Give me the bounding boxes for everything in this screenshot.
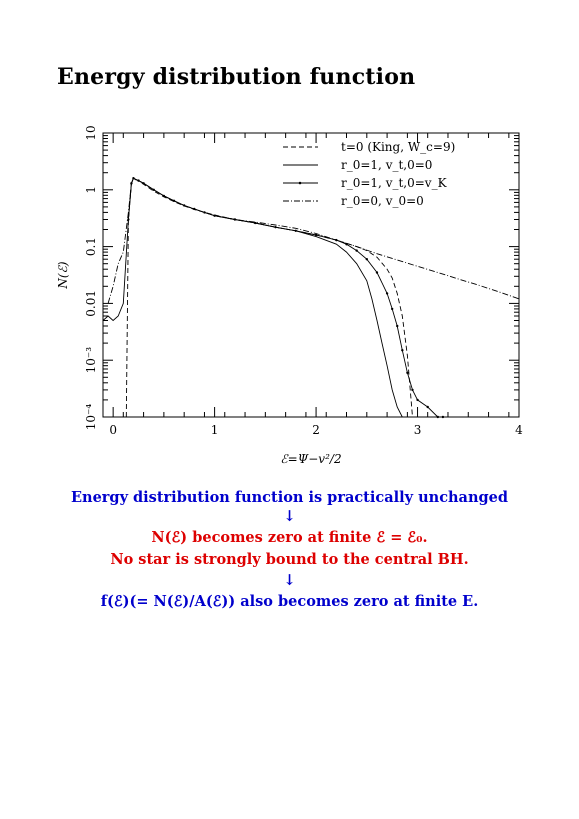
- x-axis-label: ℰ=Ψ−v²/2: [280, 452, 341, 466]
- series-point: [182, 204, 186, 207]
- series-point: [274, 225, 277, 229]
- series-point: [426, 405, 429, 409]
- legend-label: t=0 (King, W_c=9): [341, 140, 455, 154]
- plot-legend: t=0 (King, W_c=9) r_0=1, v_t,0=0 r_0=1, v_…: [283, 140, 455, 208]
- y-tick-label: 10: [84, 125, 98, 140]
- legend-label: r_0=1, v_t,0=v_K: [341, 176, 448, 190]
- series-point: [406, 371, 409, 375]
- series-line-4: [107, 177, 520, 304]
- series-point: [396, 324, 399, 328]
- down-arrow-icon: ↓: [283, 507, 296, 525]
- y-tick-label: 10⁻⁴: [84, 404, 98, 431]
- series-point: [385, 292, 389, 295]
- plot-series: [102, 177, 520, 419]
- x-tick-label: 0: [109, 423, 117, 437]
- x-tick-label: 1: [211, 423, 219, 437]
- caption-line-3: No star is strongly bound to the central…: [110, 551, 469, 568]
- series-point: [401, 348, 404, 352]
- series-point: [436, 415, 440, 419]
- energy-distribution-plot: 0 1 2 3 4 10 1 0.1 0.01 10⁻³ 10⁻⁴ ℰ=Ψ−v²/2 N(ℰ) t=0 …: [56, 125, 523, 466]
- series-point: [355, 249, 358, 252]
- legend-marker: [298, 181, 302, 185]
- series-point: [390, 307, 394, 311]
- y-tick-label: 1: [84, 186, 98, 194]
- series-point: [411, 388, 414, 392]
- series-line-1: [125, 178, 413, 418]
- caption-line-1: Energy distribution function is practica…: [70, 489, 509, 506]
- legend-label: r_0=0, v_0=0: [341, 194, 424, 208]
- series-point: [441, 415, 445, 419]
- y-tick-label: 0.01: [84, 290, 98, 317]
- x-tick-label: 4: [515, 423, 523, 437]
- legend-label: r_0=1, v_t,0=0: [341, 158, 432, 172]
- series-point: [193, 207, 196, 211]
- y-tick-label: 10⁻³: [84, 347, 98, 374]
- series-point: [233, 218, 237, 221]
- x-tick-label: 2: [312, 423, 320, 437]
- series-point: [365, 258, 369, 261]
- series-point: [294, 229, 297, 232]
- series-line-2: [102, 177, 408, 418]
- series-point: [416, 398, 419, 402]
- y-tick-label: 0.1: [84, 237, 98, 256]
- down-arrow-icon: ↓: [283, 571, 296, 589]
- caption-line-2: N(ℰ) becomes zero at finite ℰ = ℰ₀.: [151, 529, 428, 546]
- x-tick-label: 3: [414, 423, 422, 437]
- plot-axes: 0 1 2 3 4 10 1 0.1 0.01 10⁻³ 10⁻⁴ ℰ=Ψ−v²/2 N(ℰ): [56, 125, 523, 466]
- series-point: [172, 199, 176, 203]
- y-axis-label: N(ℰ): [56, 261, 70, 289]
- series-point: [375, 271, 379, 274]
- series-line-3: [127, 177, 443, 418]
- caption-line-4: f(ℰ)(= N(ℰ)/A(ℰ)) also becomes zero at f…: [100, 593, 479, 610]
- series-point: [314, 233, 318, 237]
- plot-frame: [102, 132, 520, 418]
- slide-title: Energy distribution function: [57, 64, 416, 90]
